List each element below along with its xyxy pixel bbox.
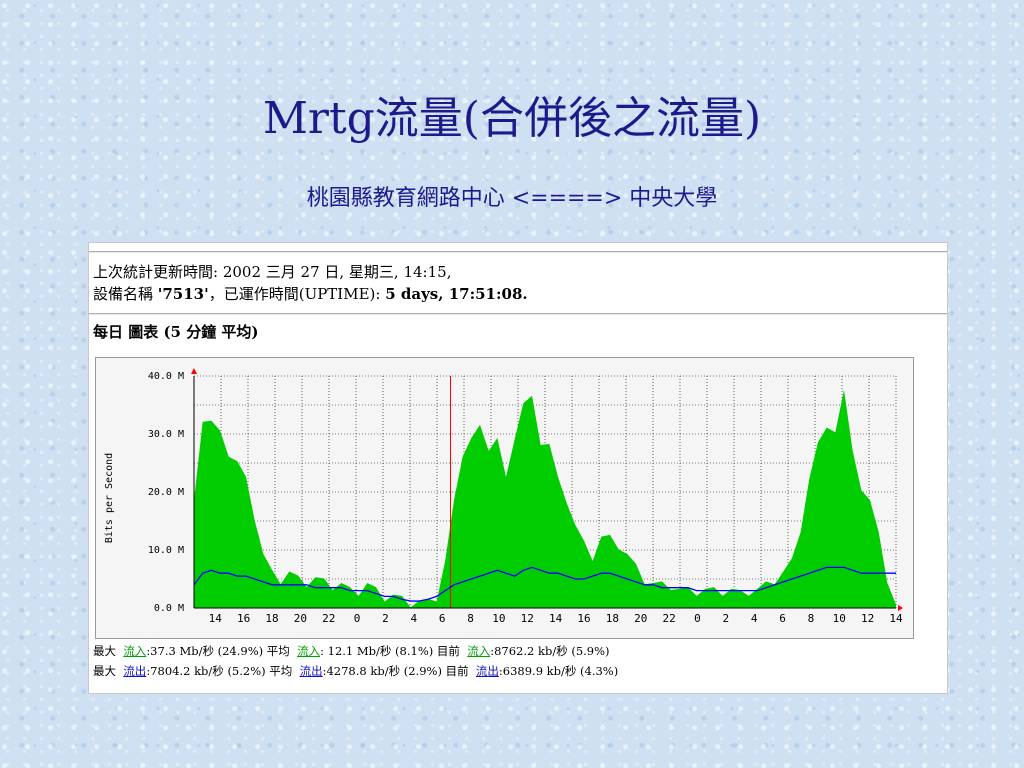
x-tick-label: 6 [439, 612, 446, 625]
info-line-1: 上次統計更新時間: 2002 三月 27 日, 星期三, 14:15, [93, 261, 451, 282]
divider-top [89, 251, 947, 253]
cur-label: 目前 [445, 664, 469, 678]
x-tick-label: 18 [606, 612, 619, 625]
graph-box: 0.0 M 10.0 M 20.0 M 30.0 M 40.0 M 14 16 18 20 22… [95, 357, 914, 639]
y-axis-arrow-icon [191, 368, 197, 374]
info-line-2: 設備名稱 '7513'，已運作時間(UPTIME): 5 days, 17:51… [93, 283, 528, 304]
out-avg-value: :4278.8 kb/秒 (2.9%) [322, 664, 442, 678]
x-tick-label: 2 [382, 612, 389, 625]
in-label: 流入 [297, 644, 321, 658]
device-label: 設備名稱 [93, 285, 158, 303]
x-tick-label: 6 [779, 612, 786, 625]
x-tick-label: 14 [889, 612, 903, 625]
y-tick-label: 10.0 M [148, 545, 184, 556]
x-tick-label: 2 [723, 612, 730, 625]
out-label: 流出 [299, 664, 323, 678]
y-tick-label: 30.0 M [148, 429, 184, 440]
x-tick-label: 18 [265, 612, 278, 625]
x-tick-label: 12 [861, 612, 874, 625]
slide-subtitle: 桃園縣教育網路中心 <====> 中央大學 [306, 186, 718, 211]
x-tick-label: 4 [751, 612, 758, 625]
y-tick-labels: 0.0 M 10.0 M 20.0 M 30.0 M 40.0 M [148, 371, 184, 614]
y-tick-label: 40.0 M [148, 371, 184, 382]
max-label: 最大 [93, 664, 116, 678]
x-tick-label: 16 [237, 612, 250, 625]
x-axis-arrow-icon [898, 605, 903, 611]
x-tick-label: 12 [521, 612, 534, 625]
out-label: 流出 [475, 664, 499, 678]
x-tick-label: 10 [833, 612, 846, 625]
series-out-line [193, 566, 896, 602]
uptime-value: 5 days, 17:51:08. [385, 285, 528, 303]
slide-title: Mrtg流量(合併後之流量) [262, 93, 762, 144]
in-max-value: :37.3 Mb/秒 (24.9%) [146, 644, 264, 658]
traffic-chart: 0.0 M10.0 M20.0 M30.0 M40.0 M 14 16 18 20 22… [104, 368, 903, 625]
x-tick-label: 14 [209, 612, 223, 625]
series-in-area [194, 389, 896, 608]
x-tick-label: 0 [694, 612, 701, 625]
divider-mid [89, 313, 947, 315]
max-label: 最大 [93, 644, 116, 658]
x-tick-labels: 14 16 18 20 22 0 2 4 6 8 10 12 14 16 18 20 22 0 2 4 6 8 10 12 14 [209, 612, 903, 625]
x-tick-label: 22 [322, 612, 335, 625]
x-tick-label: 16 [577, 612, 590, 625]
x-tick-label: 8 [808, 612, 815, 625]
avg-label: 平均 [266, 644, 290, 658]
mrtg-panel: 上次統計更新時間: 2002 三月 27 日, 星期三, 14:15, 設備名稱… [88, 242, 948, 694]
update-time-value: 2002 三月 27 日, 星期三, 14:15, [222, 263, 452, 281]
x-tick-label: 22 [662, 612, 675, 625]
stats-in-row: 最大 流入:37.3 Mb/秒 (24.9%) 平均 流入: 12.1 Mb/秒… [93, 643, 610, 659]
in-label: 流入 [467, 644, 491, 658]
out-max-value: :7804.2 kb/秒 (5.2%) [146, 664, 266, 678]
x-tick-label: 20 [294, 612, 307, 625]
midnight-layer [450, 376, 451, 608]
out-label: 流出 [123, 664, 147, 678]
y-tick-label: 0.0 M [154, 603, 184, 614]
y-tick-label: 20.0 M [148, 487, 184, 498]
x-tick-label: 20 [634, 612, 647, 625]
out-cur-value: :6389.9 kb/秒 (4.3%) [498, 664, 619, 678]
in-label: 流入 [123, 644, 147, 658]
axis-layer [191, 368, 903, 611]
x-tick-label: 10 [492, 612, 505, 625]
x-tick-label: 0 [354, 612, 361, 625]
update-time-label: 上次統計更新時間: [93, 263, 223, 281]
x-tick-label: 4 [411, 612, 418, 625]
uptime-label: ，已運作時間(UPTIME): [208, 285, 386, 303]
device-name: '7513' [157, 285, 209, 303]
x-tick-label: 14 [549, 612, 563, 625]
section-title: 每日 圖表 (5 分鐘 平均) [93, 323, 259, 341]
y-axis-label: Bits per Second [104, 453, 115, 543]
in-avg-value: : 12.1 Mb/秒 (8.1%) [320, 644, 434, 658]
x-tick-label: 8 [467, 612, 474, 625]
cur-label: 目前 [436, 644, 460, 658]
in-cur-value: :8762.2 kb/秒 (5.9%) [490, 644, 610, 658]
avg-label: 平均 [269, 664, 293, 678]
stats-out-row: 最大 流出:7804.2 kb/秒 (5.2%) 平均 流出:4278.8 kb… [93, 663, 618, 679]
